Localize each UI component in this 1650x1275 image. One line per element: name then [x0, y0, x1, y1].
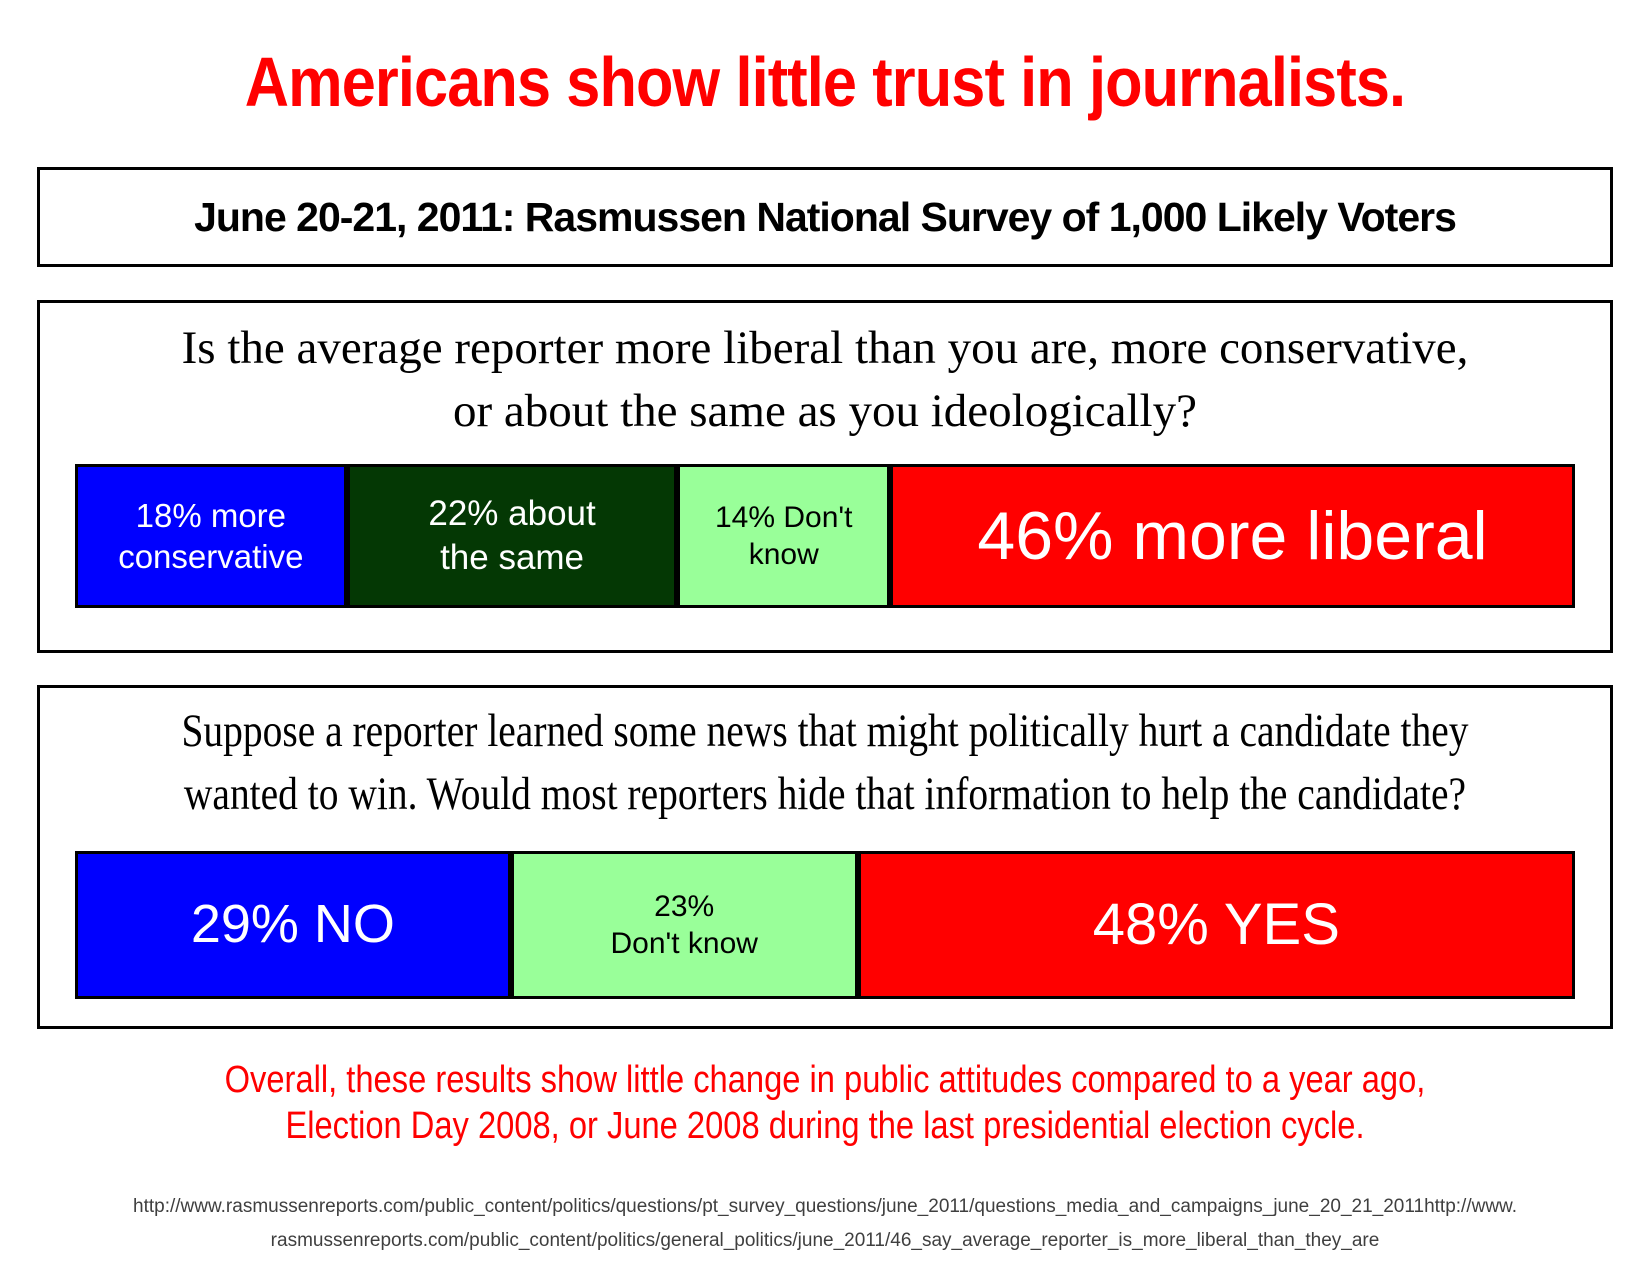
bar2-segment-no: 29% NO	[75, 851, 511, 999]
page-title: Americans show little trust in journalis…	[244, 43, 1406, 121]
bar1-segment-dont-know: 14% Don't know	[677, 464, 891, 608]
question2-box: Suppose a reporter learned some news tha…	[37, 685, 1613, 1029]
title-wrap: Americans show little trust in journalis…	[0, 40, 1650, 124]
question1-text: Is the average reporter more liberal tha…	[181, 322, 1469, 437]
question1-box: Is the average reporter more liberal tha…	[37, 300, 1613, 653]
bar1-segment-about-the-same: 22% about the same	[346, 464, 678, 608]
question1-stacked-bar: 18% more conservative 22% about the same…	[75, 464, 1575, 608]
bar1-segment-more-liberal: 46% more liberal	[890, 464, 1575, 608]
survey-info-text: June 20-21, 2011: Rasmussen National Sur…	[194, 193, 1457, 240]
survey-info-box: June 20-21, 2011: Rasmussen National Sur…	[37, 167, 1613, 267]
source-urls: http://www.rasmussenreports.com/public_c…	[133, 1195, 1517, 1251]
question2-stacked-bar: 29% NO 23% Don't know 48% YES	[75, 851, 1575, 999]
bar2-segment-yes: 48% YES	[857, 851, 1575, 999]
bar2-segment-dont-know: 23% Don't know	[510, 851, 858, 999]
bar1-segment-more-conservative: 18% more conservative	[75, 464, 347, 608]
conclusion-text: Overall, these results show little chang…	[224, 1059, 1426, 1148]
question2-text: Suppose a reporter learned some news tha…	[181, 705, 1469, 820]
